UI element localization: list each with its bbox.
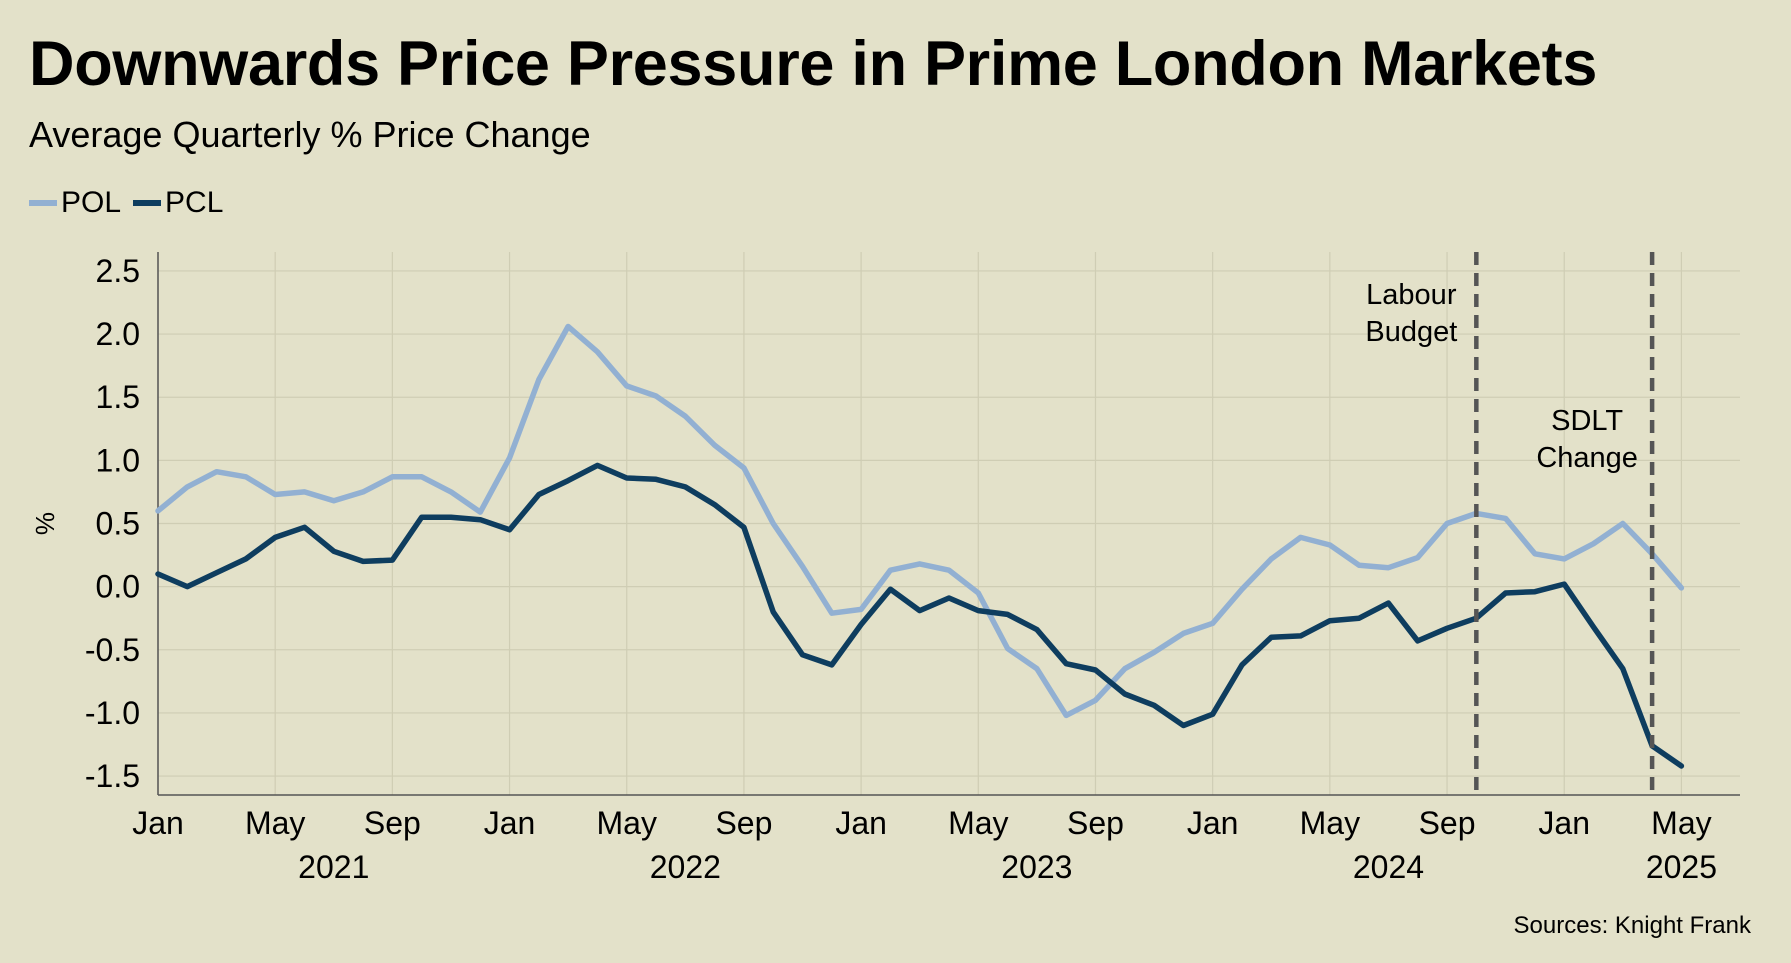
chart-title: Downwards Price Pressure in Prime London… xyxy=(29,29,1598,99)
x-tick-label: Jan xyxy=(132,805,184,841)
x-tick-label: Jan xyxy=(484,805,536,841)
y-tick-label: 1.5 xyxy=(96,379,140,415)
y-tick-label: -1.0 xyxy=(85,695,140,731)
legend-swatch-pol xyxy=(29,200,57,206)
legend-item-pol: POL xyxy=(29,186,121,220)
x-tick-label: May xyxy=(1300,805,1360,841)
y-tick-label: 2.5 xyxy=(96,253,140,289)
annotation-label: Change xyxy=(1536,442,1638,474)
annotation-label: SDLT xyxy=(1551,405,1623,437)
annotation-label: Labour xyxy=(1366,279,1457,311)
legend-label-pol: POL xyxy=(61,186,122,219)
legend: POL PCL xyxy=(29,186,235,220)
series-line-pcl xyxy=(155,462,1685,769)
x-year-label: 2024 xyxy=(1353,849,1424,885)
x-tick-label: Sep xyxy=(364,805,421,841)
x-tick-label: Jan xyxy=(835,805,887,841)
y-tick-label: 1.0 xyxy=(96,442,140,478)
series-line-pol xyxy=(155,323,1685,719)
x-year-label: 2021 xyxy=(298,849,369,885)
y-tick-label: 0.5 xyxy=(96,506,140,542)
x-tick-label: Jan xyxy=(1538,805,1590,841)
source-note: Sources: Knight Frank xyxy=(1513,912,1751,939)
x-tick-label: Sep xyxy=(715,805,772,841)
y-tick-label: -0.5 xyxy=(85,632,140,668)
y-axis-title: % xyxy=(30,512,60,535)
x-tick-label: May xyxy=(597,805,657,841)
annotation-label: Budget xyxy=(1365,316,1457,348)
x-year-label: 2023 xyxy=(1001,849,1072,885)
x-tick-label: May xyxy=(948,805,1008,841)
x-tick-label: Jan xyxy=(1187,805,1239,841)
chart-subtitle: Average Quarterly % Price Change xyxy=(29,114,591,155)
y-tick-label: 0.0 xyxy=(96,569,140,605)
x-tick-label: Sep xyxy=(1419,805,1476,841)
x-year-label: 2022 xyxy=(650,849,721,885)
x-tick-label: May xyxy=(245,805,305,841)
legend-item-pcl: PCL xyxy=(133,186,223,220)
x-year-label: 2025 xyxy=(1646,849,1717,885)
legend-label-pcl: PCL xyxy=(165,186,224,219)
y-tick-label: -1.5 xyxy=(85,758,140,794)
x-tick-label: May xyxy=(1651,805,1711,841)
y-tick-label: 2.0 xyxy=(96,316,140,352)
legend-swatch-pcl xyxy=(133,200,162,206)
x-tick-label: Sep xyxy=(1067,805,1124,841)
